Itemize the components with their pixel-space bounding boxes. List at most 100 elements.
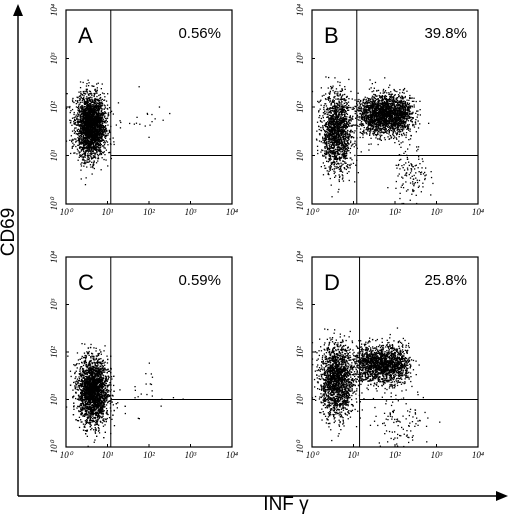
data-point [331,121,333,123]
data-point [342,155,344,157]
data-point [398,140,400,142]
data-point [102,130,104,132]
data-point [405,106,407,108]
data-point [337,132,339,134]
data-point [340,128,343,131]
data-point [348,143,350,145]
data-point [342,149,344,151]
data-point [336,117,338,119]
data-point [340,97,342,99]
data-point [375,107,377,109]
data-point [341,132,343,135]
data-point [331,155,334,158]
data-point [380,127,382,130]
data-point [77,112,79,114]
data-point [94,137,96,139]
data-point [136,116,138,118]
data-point [70,110,72,112]
data-point [348,134,350,136]
data-point [82,98,85,100]
data-point [92,109,94,112]
data-point [328,148,331,150]
data-point [331,153,333,155]
data-point [81,101,83,103]
data-point [343,138,345,141]
data-point [339,140,341,142]
data-point [99,114,101,116]
data-point [85,117,88,119]
data-point [95,148,97,150]
data-point [326,153,328,155]
data-point [93,107,95,109]
data-point [401,134,403,137]
data-point [89,131,91,134]
data-point [333,155,336,157]
data-point [71,124,73,126]
data-point [346,142,349,144]
data-point [120,121,122,124]
data-point [342,160,344,162]
data-point [335,144,337,147]
data-point [86,161,88,163]
data-point [93,121,95,123]
data-point [386,123,389,125]
data-point [92,129,94,131]
data-point [389,127,391,129]
data-point [91,97,93,99]
data-point [95,138,97,141]
data-point [75,140,77,142]
data-point [321,95,323,97]
data-point [82,118,84,121]
data-point [82,110,84,113]
data-point [85,128,87,130]
data-point [76,153,78,155]
data-point [327,129,329,132]
data-point [341,164,343,166]
data-point [89,117,91,119]
data-point [342,157,345,159]
data-point [332,107,334,110]
data-point [379,95,381,97]
data-point [337,127,339,130]
data-point [345,124,347,127]
data-point [346,132,348,134]
data-point [331,123,334,125]
data-point [93,105,95,108]
data-point [339,142,341,144]
data-point [347,142,349,144]
data-point [99,142,101,144]
data-point [82,129,84,131]
data-point [71,99,74,101]
data-point [334,132,336,134]
data-point [81,155,83,157]
data-point [340,151,342,153]
data-point [93,104,95,106]
data-point [103,133,105,136]
data-point [326,136,328,138]
data-point [348,116,350,118]
data-point [91,114,93,116]
data-point [322,162,324,164]
data-point [95,102,97,104]
data-point [338,95,340,97]
data-point [337,136,339,138]
data-point [84,123,86,125]
data-point [351,125,353,127]
data-point [377,123,379,126]
data-point [99,135,101,137]
data-point [83,141,85,143]
data-point [340,138,342,140]
data-point [356,114,359,116]
data-point [357,119,360,121]
data-point [329,143,331,145]
data-point [344,116,347,118]
data-point [337,116,340,119]
data-point [92,121,94,123]
data-point [78,144,80,146]
data-point [79,151,81,153]
data-point [83,113,86,115]
data-point [351,159,353,161]
data-point [92,115,94,117]
data-point [96,92,98,94]
data-point [345,168,347,171]
